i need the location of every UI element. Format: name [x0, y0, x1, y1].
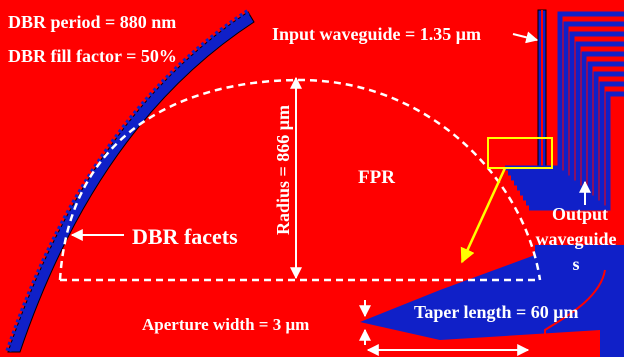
aperture-width-label: Aperture width = 3 μm	[142, 315, 309, 334]
diagram-labels: DBR period = 880 nm DBR fill factor = 50…	[8, 12, 617, 334]
dbr-fill-factor-label: DBR fill factor = 50%	[8, 46, 177, 66]
input-waveguide-core	[541, 10, 543, 168]
output-taper-outline	[544, 269, 606, 352]
taper-length-label: Taper length = 60 μm	[414, 302, 578, 322]
highlight-box	[487, 137, 553, 169]
dbr-facets-label: DBR facets	[132, 224, 238, 249]
output-waveguide-5	[517, 51, 624, 191]
output-taper-region	[360, 245, 624, 357]
output-waveguide-3	[511, 31, 624, 181]
fpr-label: FPR	[358, 167, 395, 188]
input-waveguide-label: Input waveguide = 1.35 μm	[272, 24, 481, 44]
output-waveguides-label-line3: s	[572, 254, 579, 274]
output-waveguide-8	[526, 81, 624, 206]
output-waveguides-label-line1: Output	[552, 204, 608, 224]
zoom-highlight	[460, 137, 553, 264]
dbr-grating-teeth	[5, 9, 250, 353]
dimension-arrows	[70, 31, 591, 356]
radius-label: Radius = 866 μm	[273, 105, 293, 235]
output-waveguides-label-line2: waveguide	[536, 229, 617, 249]
waveguide-bundle	[505, 9, 624, 211]
output-waveguide-9	[529, 91, 624, 211]
output-taper-body	[360, 245, 624, 357]
highlight-arrow	[460, 167, 507, 264]
output-waveguide-7	[523, 71, 624, 201]
output-waveguide-4	[514, 41, 624, 186]
dbr-period-label: DBR period = 880 nm	[8, 12, 176, 32]
input-waveguide-arrow	[512, 31, 539, 44]
output-waveguide-2	[508, 21, 624, 176]
dbr-grating	[5, 9, 255, 353]
output-waveguide-6	[520, 61, 624, 196]
